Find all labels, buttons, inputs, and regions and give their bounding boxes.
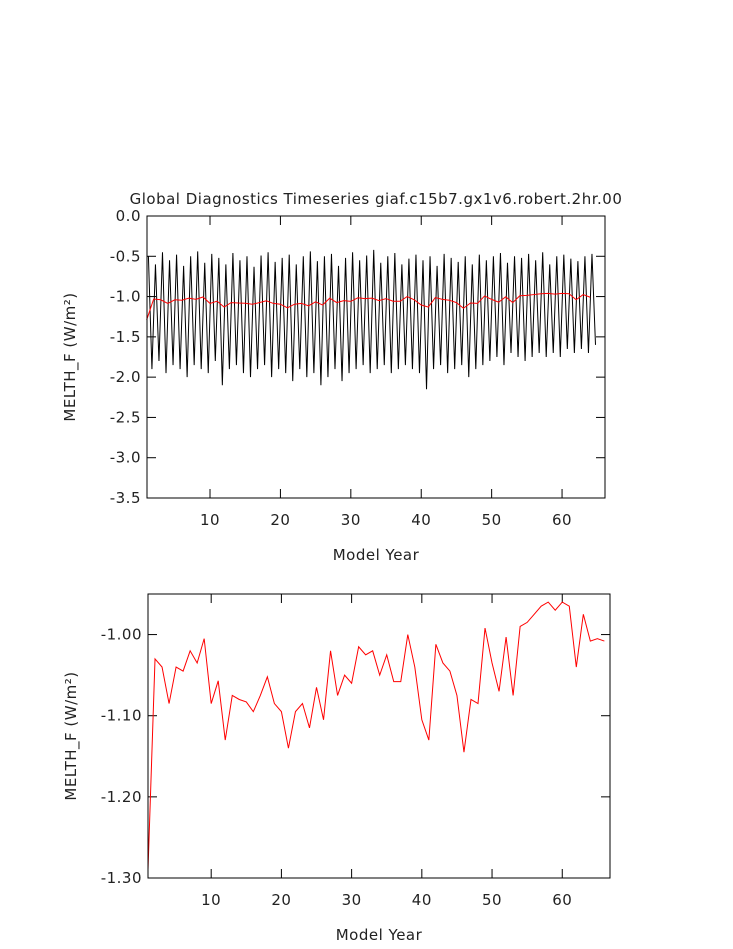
plot-frame [146,215,606,499]
y-tick-label: -1.20 [101,788,142,806]
y-tick-label: -1.0 [110,288,141,306]
x-tick-label: 50 [482,511,502,529]
series-line [147,601,605,870]
y-tick-label: -3.5 [110,489,141,507]
y-tick-label: -3.0 [110,449,141,467]
x-axis-label: Model Year [336,926,423,944]
x-tick-label: 30 [341,511,361,529]
x-tick-label: 40 [412,891,432,909]
x-tick-label: 10 [201,891,221,909]
y-tick-label: -1.30 [101,869,142,887]
y-tick-label: -0.5 [110,247,141,265]
y-axis-label: MELTH_F (W/m²) [61,292,80,421]
y-tick-label: -1.00 [101,626,142,644]
y-tick-label: -2.5 [110,408,141,426]
y-tick-label: -2.0 [110,368,141,386]
x-tick-label: 50 [482,891,502,909]
y-tick-label: 0.0 [116,207,141,225]
x-tick-label: 40 [411,511,431,529]
y-tick-label: -1.10 [101,707,142,725]
series-line [147,249,596,390]
x-tick-label: 20 [270,511,290,529]
x-tick-label: 20 [271,891,291,909]
x-tick-label: 60 [552,891,572,909]
x-tick-label: 10 [200,511,220,529]
y-tick-label: -1.5 [110,328,141,346]
x-tick-label: 60 [552,511,572,529]
series-line [146,292,591,321]
chart-title: Global Diagnostics Timeseries giaf.c15b7… [130,190,623,208]
y-axis-label: MELTH_F (W/m²) [62,671,81,800]
x-axis-label: Model Year [333,546,420,564]
plot-frame [147,593,611,879]
x-tick-label: 30 [342,891,362,909]
